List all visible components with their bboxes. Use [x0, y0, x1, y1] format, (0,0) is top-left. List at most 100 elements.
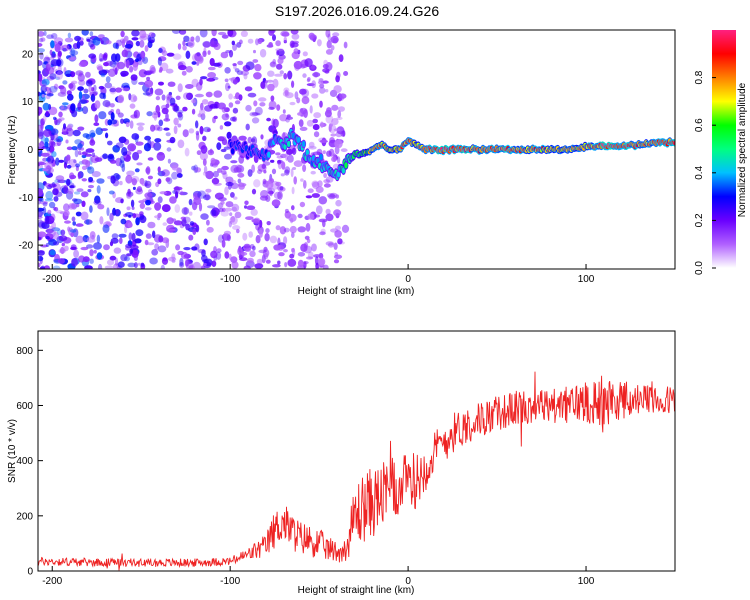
spectrogram-cell	[220, 148, 227, 153]
spectrogram-cell	[45, 110, 49, 117]
spectrogram-cell	[265, 180, 274, 190]
spectrogram-cell	[93, 249, 97, 254]
spectrogram-cell	[231, 40, 235, 46]
spectrogram-cell	[118, 136, 127, 144]
spectrogram-cell	[229, 212, 233, 217]
spectrogram-cell	[86, 236, 96, 243]
spectrogram-cell	[212, 76, 219, 81]
spectrogram-cell	[40, 265, 45, 269]
spectrogram-cell	[140, 50, 146, 59]
spectrogram-cell	[78, 79, 86, 86]
spectrogram-cell	[81, 178, 88, 182]
spectrogram-cell	[94, 157, 103, 162]
spectrogram-cell	[221, 113, 230, 121]
spectrogram-cell	[200, 113, 206, 121]
spectrogram-cell	[98, 34, 105, 39]
spectrogram-cell	[260, 81, 266, 89]
spectrogram-cell	[207, 72, 217, 79]
spectrogram-cell	[55, 76, 60, 81]
spectrogram-cell	[299, 88, 307, 95]
spectrogram-cell	[313, 112, 322, 119]
spectrogram-cell	[297, 213, 303, 219]
spectrogram-cell	[185, 50, 191, 59]
spectrogram-cell	[80, 211, 89, 221]
spectrogram-cell	[105, 220, 111, 225]
spectrogram-cell	[202, 135, 207, 141]
spectrogram-cell	[269, 61, 277, 68]
spectrogram-cell	[171, 171, 179, 180]
spectrogram-cell	[339, 93, 347, 99]
spectrogram-cell	[180, 216, 186, 220]
spectrogram-cell	[236, 164, 245, 173]
spectrogram-cell	[270, 95, 275, 102]
spectrogram-cell	[54, 37, 64, 44]
spectrogram-cell	[247, 257, 254, 264]
spectrogram-cell	[181, 218, 187, 227]
spectrogram-cell	[161, 169, 170, 177]
spectrogram-cell	[136, 162, 143, 166]
spectrogram-cell	[175, 95, 181, 101]
spectrogram-cell	[322, 64, 329, 69]
spectrogram-cell	[69, 229, 77, 233]
snr-y-tick-label: 0	[27, 567, 33, 578]
spectrogram-cell	[326, 40, 332, 49]
spectrogram-cell	[78, 99, 88, 105]
spectrogram-cell	[191, 108, 196, 115]
spectrogram-cell	[112, 145, 120, 153]
spectrogram-cell	[77, 171, 81, 180]
spectrogram-cell	[234, 211, 242, 219]
spectrogram-cell	[102, 69, 110, 74]
spectrogram-cell	[109, 86, 117, 95]
spectrogram-cell	[271, 168, 277, 175]
spectrogram-cell	[256, 258, 263, 265]
spectrogram-cell	[276, 104, 281, 111]
figure-title: S197.2026.016.09.24.G26	[275, 3, 439, 19]
spectrogram-cell	[202, 40, 212, 48]
spectrogram-cell	[124, 212, 134, 217]
spectrogram-cell	[146, 242, 155, 246]
spectrogram-cell	[121, 146, 128, 156]
spectrogram-cell	[291, 33, 300, 40]
spectrogram-cell	[160, 62, 169, 72]
spectrogram-cell	[68, 158, 77, 168]
spectrogram-cell	[102, 100, 111, 107]
spectrogram-cell	[152, 113, 159, 119]
spectrogram-cell	[267, 83, 275, 92]
spectrogram-cell	[287, 258, 297, 267]
spectrogram-cell	[315, 205, 323, 215]
snr-y-tick-label: 800	[16, 346, 33, 357]
spectrogram-cell	[205, 188, 212, 193]
spectrogram-cell	[224, 78, 229, 83]
colorbar-gradient	[712, 30, 736, 268]
spectrogram-cell	[53, 196, 59, 202]
spectrogram-cell	[130, 175, 140, 183]
spectrogram-cell	[201, 249, 206, 257]
spectrogram-cell	[132, 62, 138, 72]
spectrogram-cell	[247, 38, 254, 44]
spectrogram-cell	[71, 258, 78, 267]
spectrogram-cell	[319, 87, 326, 94]
spectrogram-cell	[238, 155, 245, 164]
spectrogram-cell	[212, 62, 221, 67]
spectrogram-cell	[92, 91, 99, 96]
spectrogram-cell	[90, 95, 94, 101]
spectrogram-cell	[207, 128, 211, 132]
spectrogram-cell	[224, 67, 231, 74]
spectrogram-y-tick-label: 20	[22, 49, 34, 60]
spectrogram-cell	[109, 212, 114, 222]
spectrogram-cell	[231, 206, 237, 212]
spectrogram-cell	[201, 99, 209, 105]
spectrogram-cell	[38, 210, 43, 217]
spectrogram-cell	[46, 34, 54, 39]
spectrogram-cell	[325, 49, 333, 55]
spectrogram-cell	[135, 229, 144, 237]
spectrogram-cell	[268, 30, 275, 36]
spectrogram-cell	[230, 164, 239, 174]
spectrogram-cell	[198, 202, 203, 212]
spectrogram-cell	[335, 194, 340, 199]
spectrogram-cell	[108, 190, 115, 195]
spectrogram-cell	[205, 91, 213, 98]
spectrogram-cell	[177, 111, 183, 118]
spectrogram-cell	[304, 58, 313, 68]
spectrogram-cell	[56, 118, 62, 123]
